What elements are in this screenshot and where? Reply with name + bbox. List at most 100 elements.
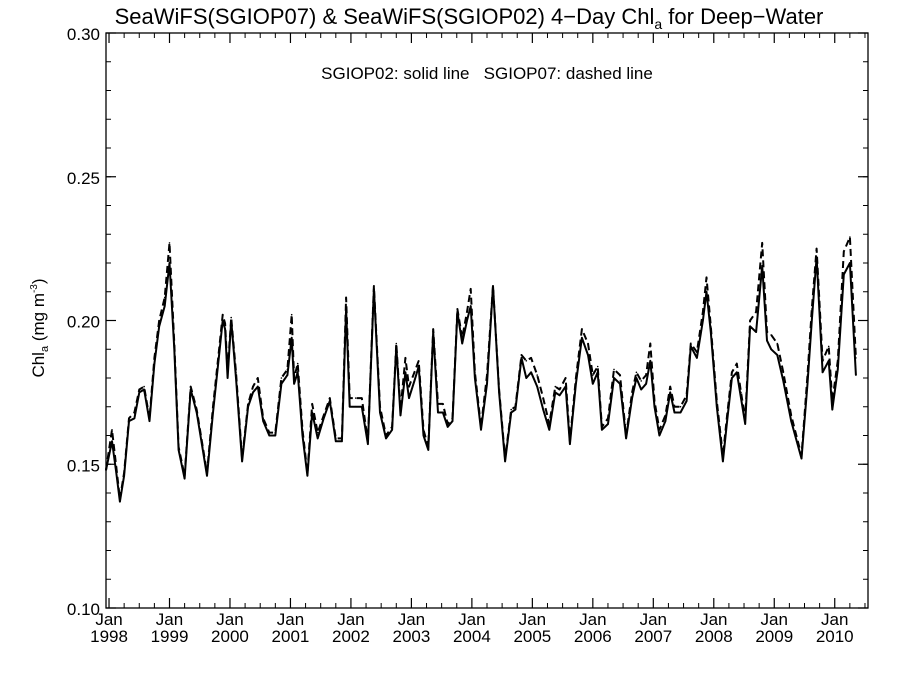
data-point-sgiop07-96: [596, 365, 599, 368]
data-point-sgiop07-83: [525, 360, 528, 362]
data-point-sgiop02-76: [486, 383, 488, 385]
data-point-sgiop07-122: [731, 371, 733, 374]
data-point-sgiop07-22: [218, 348, 220, 351]
data-point-sgiop02-47: [341, 440, 343, 443]
data-point-sgiop07-100: [619, 374, 621, 376]
x-tick-year-2: 2000: [211, 627, 249, 646]
data-point-sgiop07-141: [837, 360, 839, 362]
data-point-sgiop07-132: [782, 371, 785, 374]
data-point-sgiop07-87: [548, 423, 551, 425]
data-point-sgiop02-43: [316, 437, 319, 440]
data-point-sgiop07-12: [163, 296, 166, 299]
data-point-sgiop07-127: [755, 311, 757, 313]
data-point-sgiop02-144: [855, 374, 857, 376]
data-point-sgiop07-80: [510, 408, 512, 411]
x-tick-month-5: Jan: [398, 610, 425, 629]
data-point-sgiop02-117: [705, 291, 708, 293]
data-point-sgiop02-122: [731, 377, 733, 379]
data-point-sgiop07-117: [705, 276, 708, 279]
data-point-sgiop07-88: [554, 385, 557, 388]
data-point-sgiop02-98: [607, 423, 609, 425]
data-point-sgiop07-131: [776, 342, 779, 345]
data-point-sgiop02-28: [241, 460, 243, 463]
y-axis-label-unit: (mg m: [29, 293, 48, 346]
data-point-sgiop07-68: [446, 423, 449, 425]
data-point-sgiop07-38: [293, 377, 295, 379]
data-point-sgiop02-106: [649, 360, 652, 362]
data-point-sgiop07-134: [800, 454, 803, 457]
data-point-sgiop07-24: [224, 322, 226, 325]
data-point-sgiop07-81: [514, 405, 517, 408]
chart-title-subscript: a: [654, 16, 662, 32]
data-point-sgiop02-24: [224, 328, 226, 330]
data-point-sgiop07-85: [536, 374, 538, 376]
data-point-sgiop07-139: [827, 345, 830, 348]
x-tick-year-6: 2004: [453, 627, 491, 646]
data-point-sgiop07-70: [456, 308, 459, 310]
data-point-sgiop07-98: [607, 417, 609, 420]
data-point-sgiop07-136: [811, 308, 813, 310]
data-point-sgiop07-42: [311, 403, 314, 405]
data-point-sgiop02-68: [446, 426, 449, 428]
series-sgiop02: [105, 256, 857, 503]
data-point-sgiop07-40: [301, 429, 304, 431]
data-point-sgiop07-57: [395, 342, 398, 345]
data-point-sgiop07-93: [581, 328, 583, 330]
x-tick-month-2: Jan: [216, 610, 243, 629]
data-point-sgiop07-79: [504, 457, 506, 460]
data-point-sgiop02-69: [451, 420, 454, 422]
data-point-sgiop02-121: [726, 420, 728, 422]
data-point-sgiop07-54: [379, 405, 381, 408]
data-point-sgiop07-124: [740, 391, 742, 394]
data-point-sgiop02-20: [206, 475, 208, 477]
data-point-sgiop07-8: [143, 385, 145, 388]
data-point-sgiop07-89: [558, 388, 561, 391]
data-point-sgiop07-140: [831, 400, 834, 402]
data-point-sgiop07-63: [422, 429, 425, 431]
data-point-sgiop02-86: [542, 408, 544, 411]
data-point-sgiop07-64: [427, 446, 430, 448]
data-point-sgiop07-17: [189, 385, 192, 388]
data-point-sgiop02-79: [504, 460, 506, 463]
data-point-sgiop02-95: [592, 383, 594, 385]
y-tick-label-4: 0.30: [67, 25, 100, 44]
data-point-sgiop07-69: [451, 417, 454, 420]
data-point-sgiop07-97: [601, 426, 603, 428]
x-tick-month-12: Jan: [821, 610, 848, 629]
data-point-sgiop02-41: [306, 475, 309, 477]
data-point-sgiop02-115: [696, 357, 698, 359]
data-point-sgiop02-50: [355, 405, 357, 408]
data-point-sgiop02-30: [252, 391, 254, 394]
series-line-sgiop02: [105, 256, 857, 503]
x-tick-month-9: Jan: [640, 610, 667, 629]
data-point-sgiop02-52: [367, 443, 369, 445]
data-point-sgiop07-19: [202, 446, 204, 448]
data-point-sgiop07-39: [296, 362, 299, 365]
data-point-sgiop02-136: [811, 319, 813, 322]
data-point-sgiop07-27: [235, 371, 237, 374]
data-point-sgiop07-9: [148, 417, 151, 420]
data-point-sgiop07-120: [722, 454, 724, 457]
data-point-sgiop07-73: [469, 288, 472, 290]
data-point-sgiop07-75: [480, 426, 482, 428]
data-point-sgiop07-52: [367, 440, 369, 443]
data-point-sgiop02-110: [669, 391, 671, 394]
data-point-sgiop07-29: [247, 403, 249, 405]
data-point-sgiop07-48: [345, 296, 347, 299]
data-point-sgiop07-84: [530, 357, 532, 359]
y-axis-label: Chla (mg m-3): [29, 278, 51, 377]
data-point-sgiop07-6: [133, 411, 136, 414]
data-point-sgiop07-43: [316, 431, 319, 434]
data-point-sgiop07-130: [770, 334, 772, 336]
data-point-sgiop02-134: [800, 457, 803, 460]
data-point-sgiop07-45: [329, 397, 331, 399]
data-point-sgiop07-108: [658, 429, 661, 431]
x-tick-month-0: Jan: [95, 610, 122, 629]
data-point-sgiop07-34: [274, 431, 277, 434]
data-point-sgiop02-33: [268, 434, 271, 437]
data-point-sgiop02-56: [391, 429, 393, 431]
data-point-sgiop07-10: [153, 357, 156, 359]
data-point-sgiop02-36: [286, 374, 289, 376]
data-point-sgiop02-63: [422, 434, 425, 437]
